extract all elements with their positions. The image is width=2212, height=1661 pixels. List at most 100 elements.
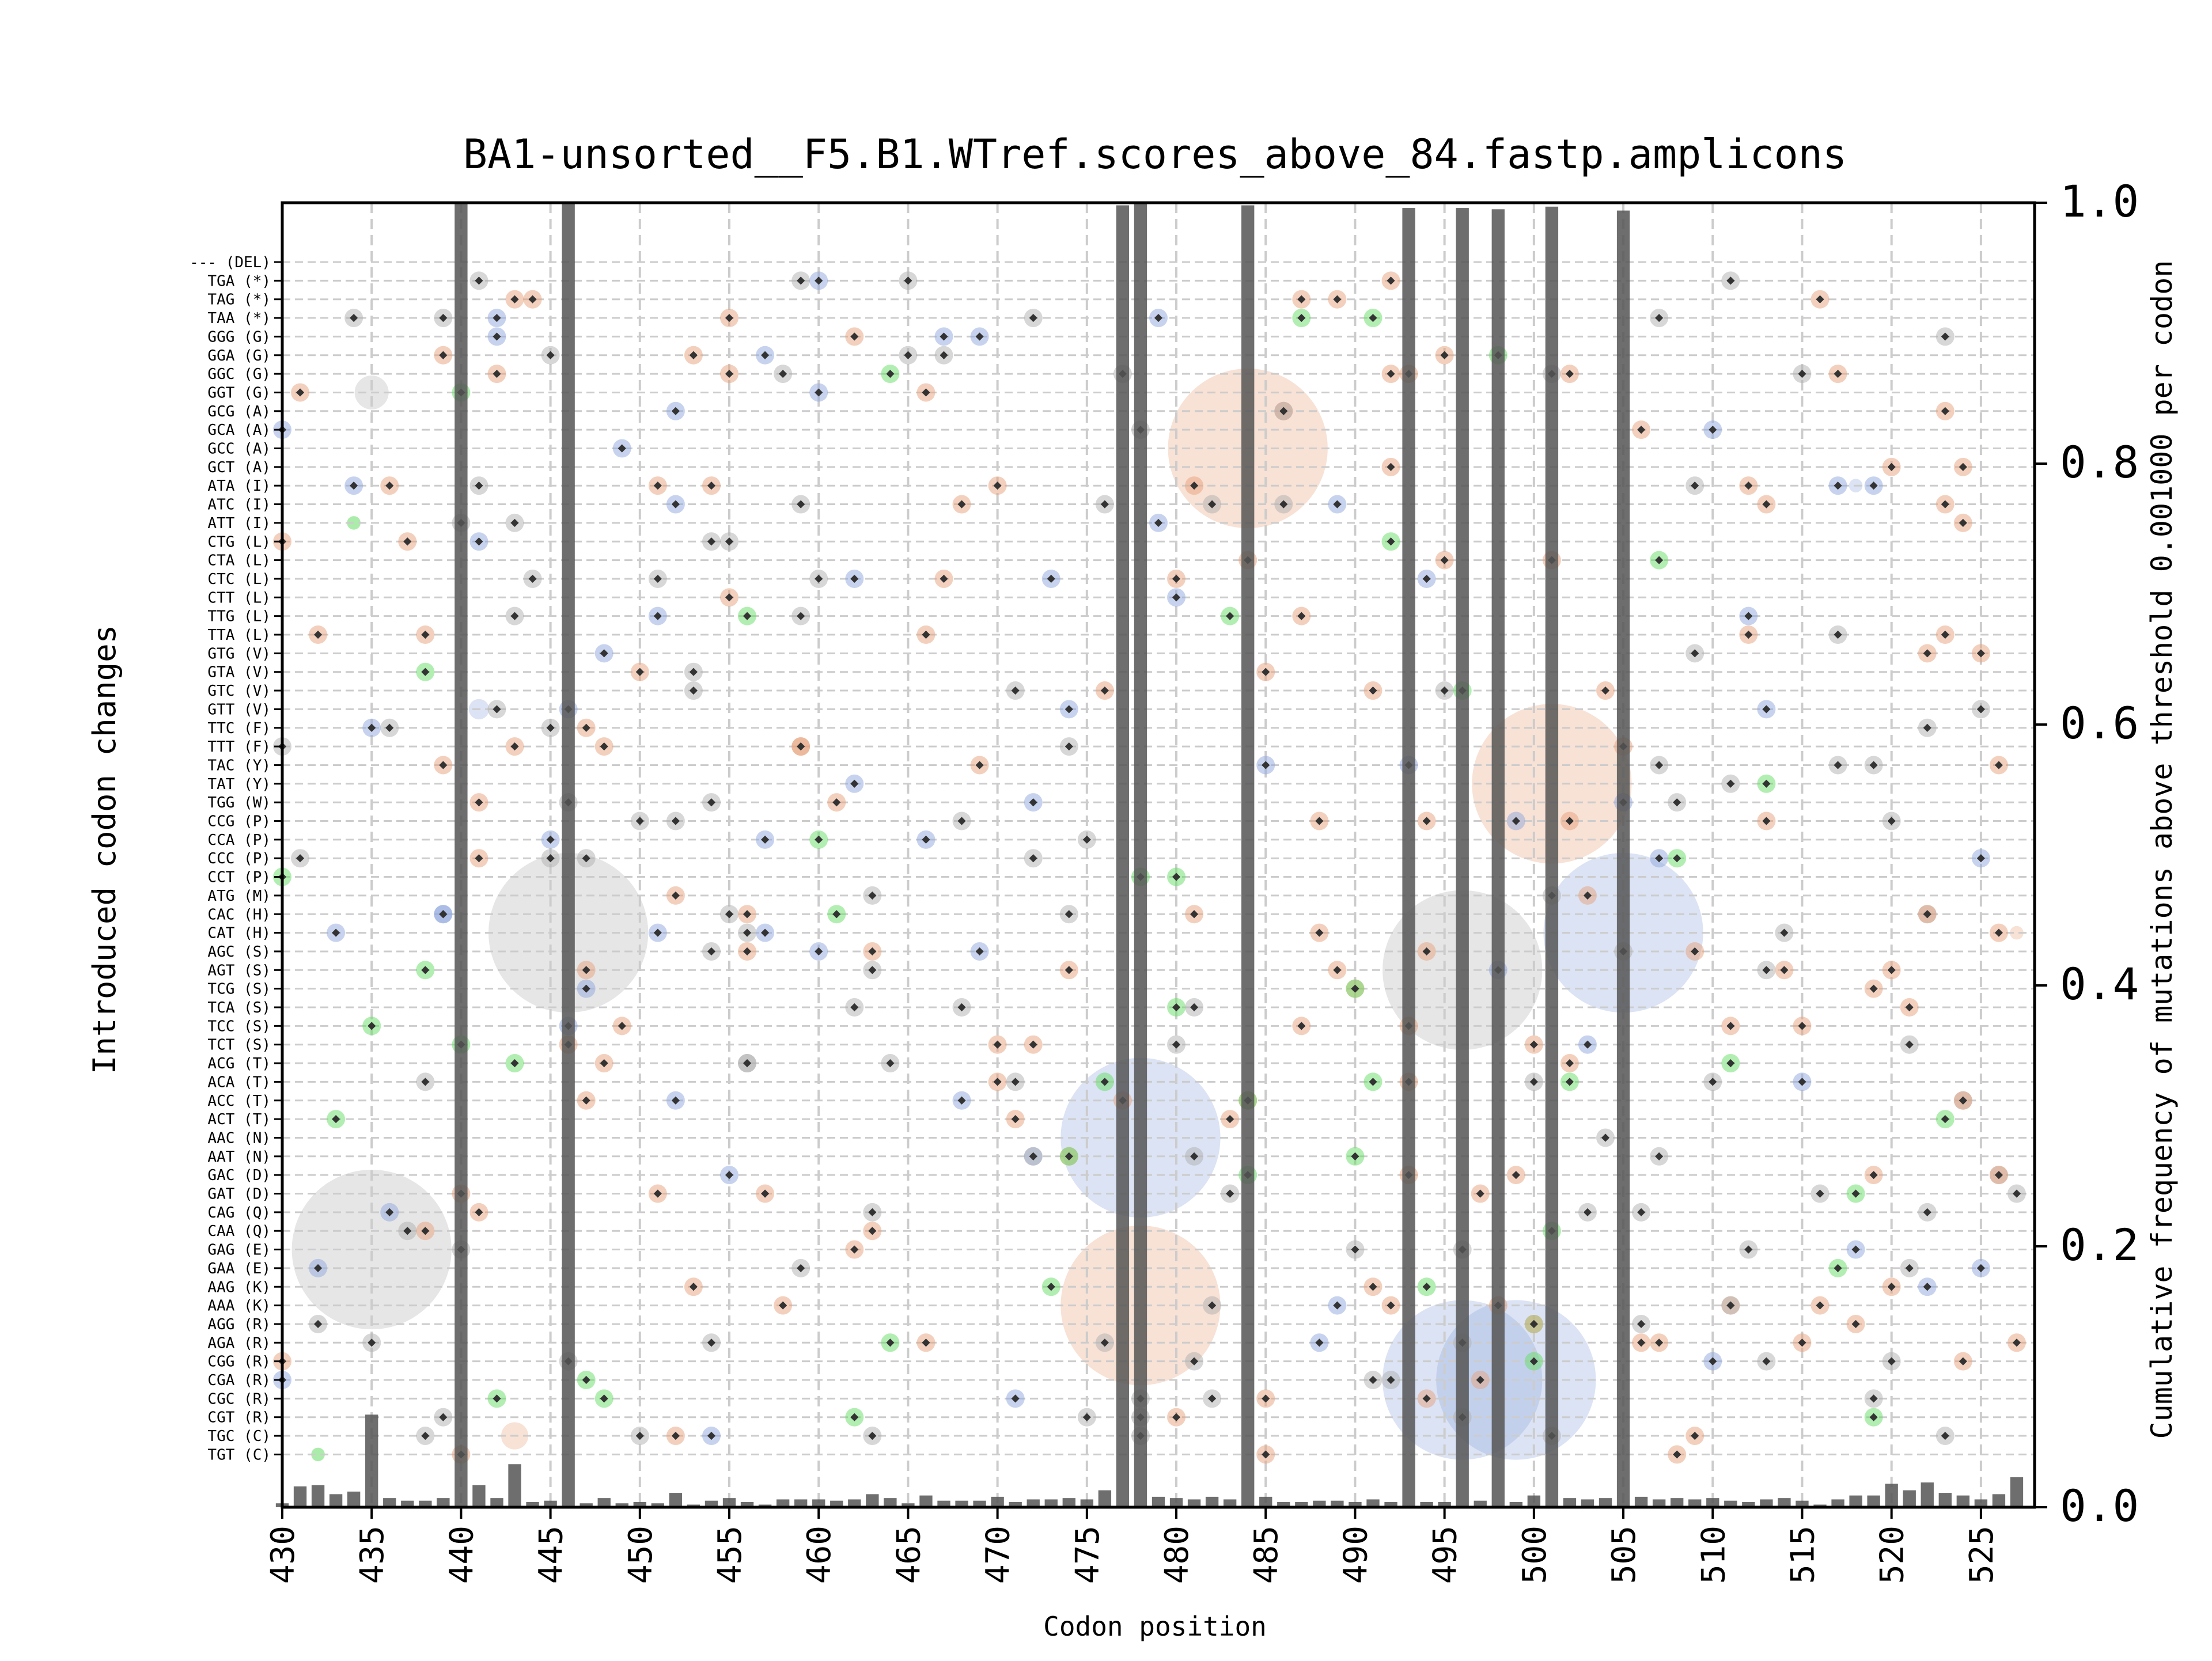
codon-label: GTC (V) bbox=[207, 682, 271, 700]
x-tick-label: 490 bbox=[1337, 1526, 1374, 1584]
mutation-marker bbox=[1029, 313, 1037, 323]
frequency-bar bbox=[669, 1493, 683, 1507]
codon-label: CTC (L) bbox=[207, 571, 271, 588]
mutation-bubble bbox=[347, 516, 361, 530]
mutation-marker bbox=[528, 295, 537, 304]
mutation-marker bbox=[439, 910, 448, 919]
codon-label: TCG (S) bbox=[207, 981, 271, 998]
frequency-bar bbox=[1688, 1499, 1702, 1507]
codon-label: GCC (A) bbox=[207, 441, 271, 458]
frequency-bar bbox=[1205, 1496, 1219, 1507]
mutation-marker bbox=[600, 742, 608, 751]
codon-label: AGG (R) bbox=[207, 1316, 271, 1333]
mutation-marker bbox=[600, 649, 608, 658]
mutation-bubble bbox=[311, 1447, 325, 1462]
mutation-marker bbox=[975, 947, 984, 956]
codon-label: TCT (S) bbox=[207, 1037, 271, 1054]
frequency-bar bbox=[812, 1499, 825, 1507]
mutation-marker bbox=[582, 1096, 590, 1105]
frequency-bar bbox=[1903, 1490, 1916, 1507]
mutation-marker bbox=[653, 928, 662, 937]
mutation-marker bbox=[1100, 500, 1109, 509]
mutation-marker bbox=[1029, 854, 1037, 863]
mutation-marker bbox=[1065, 910, 1073, 919]
mutation-marker bbox=[1100, 686, 1109, 695]
codon-label: GAG (E) bbox=[207, 1242, 271, 1259]
mutation-marker bbox=[957, 500, 966, 509]
frequency-bar bbox=[1223, 1499, 1237, 1507]
mutation-marker bbox=[421, 630, 430, 639]
mutation-marker bbox=[1172, 873, 1181, 881]
mutation-marker bbox=[707, 947, 716, 956]
mutation-marker bbox=[850, 1003, 859, 1012]
mutation-marker bbox=[707, 481, 716, 490]
mutation-marker bbox=[725, 1171, 734, 1180]
mutation-marker bbox=[546, 854, 555, 863]
mutation-marker bbox=[510, 742, 519, 751]
frequency-bar bbox=[1277, 1501, 1290, 1507]
x-tick-label: 445 bbox=[533, 1526, 570, 1584]
mutation-marker bbox=[653, 574, 662, 583]
codon-label: CGG (R) bbox=[207, 1353, 271, 1371]
mutation-marker bbox=[368, 1022, 376, 1030]
chart-title: BA1-unsorted__F5.B1.WTref.scores_above_8… bbox=[463, 131, 1847, 178]
mutation-marker bbox=[975, 332, 984, 341]
right-tick-label: 0.0 bbox=[2060, 1480, 2139, 1531]
frequency-bar bbox=[1116, 205, 1130, 1507]
x-tick-label: 495 bbox=[1427, 1526, 1464, 1584]
x-tick-label: 500 bbox=[1516, 1526, 1554, 1584]
mutation-marker bbox=[993, 1078, 1002, 1086]
frequency-bar bbox=[365, 1414, 378, 1507]
frequency-bar bbox=[1491, 209, 1505, 1508]
mutation-marker bbox=[385, 723, 394, 732]
codon-label: GAA (E) bbox=[207, 1260, 271, 1277]
mutation-marker bbox=[332, 1115, 340, 1124]
frequency-bar bbox=[293, 1486, 307, 1507]
mutation-marker bbox=[868, 966, 877, 974]
codon-label: --- (DEL) bbox=[190, 254, 271, 271]
x-tick-label: 505 bbox=[1605, 1526, 1643, 1584]
mutation-marker bbox=[957, 1096, 966, 1105]
mutation-marker bbox=[815, 947, 823, 956]
mutation-marker bbox=[815, 388, 823, 397]
mutation-marker bbox=[957, 1003, 966, 1012]
frequency-bar bbox=[1974, 1499, 1988, 1507]
mutation-marker bbox=[922, 388, 930, 397]
mutation-marker bbox=[618, 444, 626, 453]
frequency-bar bbox=[1831, 1499, 1844, 1507]
mutation-marker bbox=[797, 742, 805, 751]
frequency-bar bbox=[419, 1500, 432, 1507]
frequency-bar bbox=[937, 1500, 950, 1507]
codon-label: GCA (A) bbox=[207, 422, 271, 439]
mutation-marker bbox=[510, 612, 519, 620]
mutation-marker bbox=[940, 574, 948, 583]
mutation-marker bbox=[653, 481, 662, 490]
frequency-bar bbox=[830, 1500, 843, 1507]
mutation-marker bbox=[582, 984, 590, 993]
frequency-bar bbox=[722, 1498, 736, 1507]
codon-label: TAA (*) bbox=[207, 310, 271, 327]
codon-label: TAC (Y) bbox=[207, 757, 271, 774]
right-tick-label: 0.8 bbox=[2060, 437, 2139, 488]
frequency-bar bbox=[1581, 1499, 1594, 1507]
frequency-bar bbox=[490, 1498, 503, 1507]
mutation-marker bbox=[475, 854, 483, 863]
frequency-bar bbox=[1098, 1490, 1112, 1507]
frequency-bar bbox=[437, 1498, 450, 1507]
mutation-marker bbox=[725, 313, 734, 323]
frequency-bar bbox=[1009, 1501, 1022, 1507]
codon-label: CAT (H) bbox=[207, 925, 271, 942]
mutation-marker bbox=[707, 798, 716, 807]
mutation-marker bbox=[510, 1059, 519, 1068]
codon-label: CAA (Q) bbox=[207, 1223, 271, 1240]
mutation-marker bbox=[886, 370, 895, 378]
mutation-marker bbox=[743, 1059, 752, 1068]
x-tick-label: 485 bbox=[1248, 1526, 1285, 1584]
codon-label: TCC (S) bbox=[207, 1018, 271, 1035]
mutation-marker bbox=[600, 1059, 608, 1068]
x-tick-label: 525 bbox=[1963, 1526, 2001, 1584]
mutation-marker bbox=[1065, 742, 1073, 751]
codon-label: CAG (Q) bbox=[207, 1204, 271, 1222]
frequency-bar bbox=[1760, 1499, 1773, 1507]
